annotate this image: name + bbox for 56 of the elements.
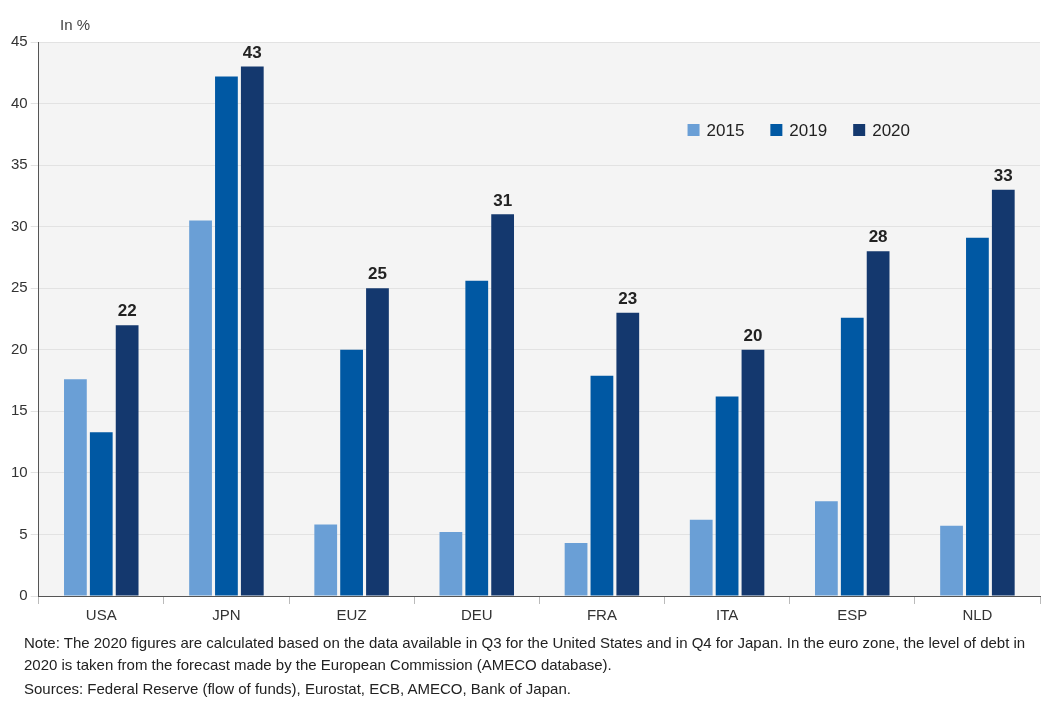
bar: [189, 220, 212, 596]
bar: [340, 349, 363, 596]
y-tick-label: 5: [19, 524, 28, 542]
data-label: 43: [242, 42, 262, 62]
data-label: 23: [618, 289, 638, 309]
bar: [240, 66, 264, 596]
x-tick-label: ESP: [837, 606, 868, 624]
bar: [64, 379, 87, 596]
text: Note: The 2020 figures are calculated based on the data available in Q3 for the United States and in Q4 for Japan. In the euro zone, the level of debt in 2020 is taken from the forecast made by the European Commission (AMECO database).: [24, 633, 1027, 675]
legend-label: 2020: [872, 120, 911, 140]
bar: [815, 501, 838, 596]
bar: [940, 525, 963, 596]
y-tick-label: 45: [11, 32, 28, 50]
data-label: 28: [868, 227, 888, 247]
data-label: 25: [368, 264, 387, 284]
x-tick-label: DEU: [460, 606, 493, 624]
bar: [439, 531, 463, 596]
bar: [616, 312, 640, 596]
y-tick-label: 35: [11, 155, 28, 173]
bar: [715, 396, 739, 596]
bar: [866, 251, 890, 596]
y-tick-label: 15: [11, 401, 28, 419]
y-tick-label: 10: [11, 463, 28, 481]
bar: [689, 519, 713, 596]
legend-label: 2019: [789, 120, 828, 140]
bar: [491, 214, 515, 596]
x-tick-label: NLD: [962, 606, 993, 624]
y-axis-title: In %: [60, 16, 91, 33]
bar: [564, 543, 588, 596]
x-tick-label: USA: [85, 606, 117, 624]
y-tick-label: 40: [11, 93, 28, 111]
data-label: 31: [493, 190, 513, 210]
bar: [89, 432, 113, 596]
bar: [991, 189, 1015, 596]
x-tick-label: EUZ: [336, 606, 367, 624]
data-label: 22: [117, 301, 137, 321]
source-note: Sources: Federal Reserve (flow of funds), Eurostat, ECB, AMECO, Bank of Japan.: [24, 679, 572, 699]
x-tick-label: FRA: [586, 606, 617, 624]
x-tick-label: ITA: [715, 606, 739, 624]
bar: [465, 280, 489, 596]
y-tick-label: 0: [19, 586, 28, 604]
bar: [366, 288, 389, 596]
y-tick-label: 30: [11, 216, 28, 234]
bar: [840, 317, 864, 596]
y-tick-label: 20: [11, 339, 28, 357]
bar: [590, 375, 614, 596]
bar: [314, 524, 338, 596]
y-tick-label: 25: [11, 278, 28, 296]
bar: [741, 349, 765, 596]
x-tick-label: JPN: [212, 606, 241, 624]
legend-label: 2015: [706, 120, 745, 140]
bar: [215, 76, 238, 596]
bar: [966, 237, 989, 596]
data-label: 33: [993, 165, 1013, 185]
bar: [115, 325, 139, 596]
data-label: 20: [743, 325, 763, 345]
